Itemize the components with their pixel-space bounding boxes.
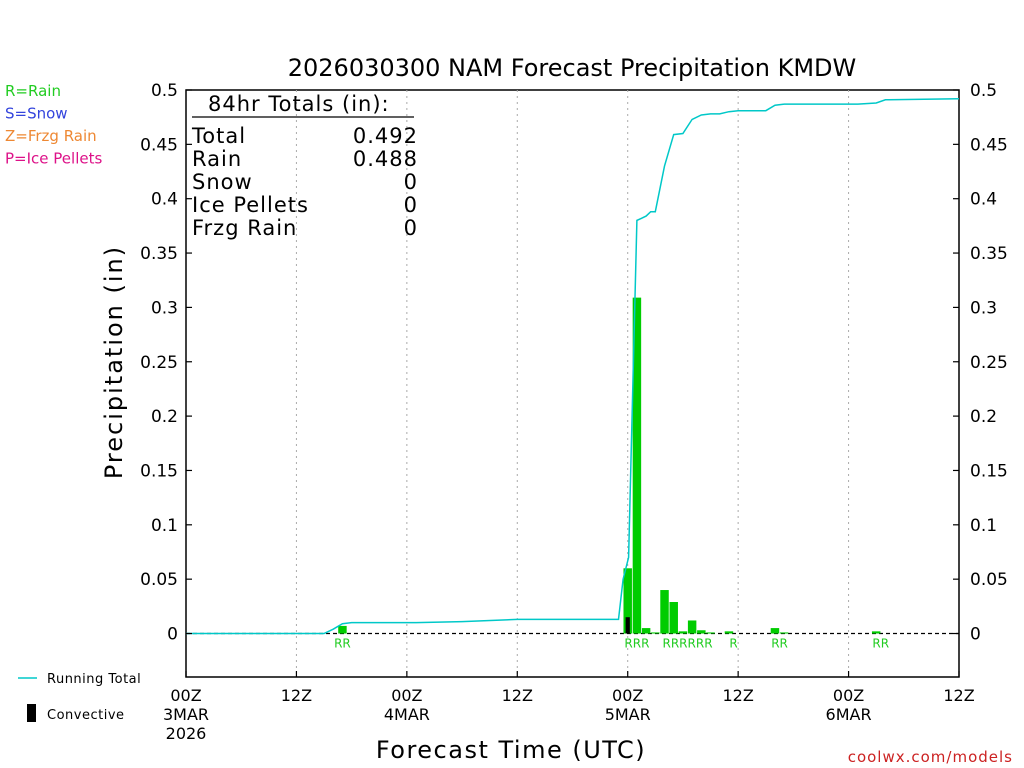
totals-row-value-1: 0.488 bbox=[353, 147, 418, 171]
plot-frame bbox=[185, 89, 960, 678]
ptype-labels: RR RRR RRRRRR R RR RR bbox=[334, 637, 889, 651]
ytick-right-label-3: 0.15 bbox=[970, 461, 1008, 481]
precip-bar-1 bbox=[623, 568, 632, 634]
ptype-label-5: RR bbox=[872, 637, 889, 651]
totals-row-value-4: 0 bbox=[404, 216, 418, 240]
ytick-left-label-2: 0.1 bbox=[151, 516, 178, 536]
precip-bars bbox=[338, 297, 881, 634]
ytick-right-label-10: 0.5 bbox=[970, 81, 997, 101]
totals-row-label-4: Frzg Rain bbox=[192, 216, 297, 240]
legend-label-1: Convective bbox=[47, 708, 125, 723]
precip-bar-7 bbox=[678, 631, 688, 634]
xtick-label-2: 00Z bbox=[391, 686, 422, 705]
running-total-line bbox=[186, 97, 960, 635]
ptype-label-1: RRR bbox=[624, 637, 649, 651]
ptype-legend-item-1: S=Snow bbox=[5, 105, 68, 123]
ytick-right-label-5: 0.25 bbox=[970, 353, 1008, 373]
precip-bar-13 bbox=[779, 632, 789, 634]
totals-row-value-2: 0 bbox=[404, 170, 418, 194]
xtick-label-7: 12Z bbox=[943, 686, 974, 705]
xtick-label-4: 00Z bbox=[612, 686, 643, 705]
totals-row-value-3: 0 bbox=[404, 193, 418, 217]
totals-box: 84hr Totals (in): Total 0.492 Rain 0.488 Sno… bbox=[191, 92, 418, 240]
ytick-left-label-0: 0 bbox=[167, 625, 178, 645]
xtick-label-3: 12Z bbox=[502, 686, 533, 705]
totals-row-label-2: Snow bbox=[192, 170, 253, 194]
ytick-left-label-8: 0.4 bbox=[151, 190, 178, 210]
precip-bar-5 bbox=[660, 590, 669, 634]
ptype-label-3: R bbox=[729, 637, 737, 651]
running-total-series bbox=[186, 97, 960, 635]
precip-bar-3 bbox=[641, 628, 651, 634]
legend-label-0: Running Total bbox=[47, 672, 141, 687]
grid-lines bbox=[295, 90, 850, 677]
convective-bars bbox=[625, 617, 630, 634]
legend-swatch-1 bbox=[27, 704, 36, 722]
ytick-left-label-4: 0.2 bbox=[151, 407, 178, 427]
series-legend: Running Total Convective bbox=[18, 672, 141, 723]
ytick-right-label-1: 0.05 bbox=[970, 570, 1008, 590]
precip-bar-2 bbox=[632, 297, 642, 634]
y-axis-left: 0 0.05 0.1 0.15 0.2 0.25 0.3 0.35 0.4 0.45 0.5 bbox=[140, 81, 192, 645]
totals-row-label-1: Rain bbox=[192, 147, 242, 171]
ptype-legend: R=Rain S=Snow Z=Frzg Rain P=Ice Pellets bbox=[5, 82, 102, 168]
totals-row-label-3: Ice Pellets bbox=[192, 193, 309, 217]
ytick-left-label-1: 0.05 bbox=[140, 570, 178, 590]
ytick-left-label-3: 0.15 bbox=[140, 461, 178, 481]
ytick-left-label-7: 0.35 bbox=[140, 244, 178, 264]
xtick-date-2: 4MAR bbox=[384, 705, 430, 724]
ptype-label-0: RR bbox=[334, 637, 351, 651]
ptype-legend-item-2: Z=Frzg Rain bbox=[5, 127, 97, 145]
y-axis-label: Precipitation (in) bbox=[100, 245, 128, 479]
convective-bar-0 bbox=[625, 617, 630, 634]
ptype-label-4: RR bbox=[771, 637, 788, 651]
precip-bar-11 bbox=[724, 631, 734, 634]
precip-bar-14 bbox=[871, 631, 881, 634]
ytick-right-label-9: 0.45 bbox=[970, 135, 1008, 155]
xtick-label-5: 12Z bbox=[722, 686, 753, 705]
totals-row-value-0: 0.492 bbox=[353, 124, 418, 148]
xtick-date-0: 3MAR bbox=[163, 705, 209, 724]
xtick-label-6: 00Z bbox=[833, 686, 864, 705]
ytick-right-label-2: 0.1 bbox=[970, 516, 997, 536]
ytick-right-label-0: 0 bbox=[970, 625, 981, 645]
totals-rows: Total 0.492 Rain 0.488 Snow 0 Ice Pellets 0 Frzg… bbox=[191, 124, 418, 240]
totals-heading: 84hr Totals (in): bbox=[208, 92, 390, 116]
chart-title: 2026030300 NAM Forecast Precipitation KM… bbox=[288, 54, 857, 82]
ytick-right-label-8: 0.4 bbox=[970, 190, 997, 210]
y-axis-right: 0 0.05 0.1 0.15 0.2 0.25 0.3 0.35 0.4 0.45 0.5 bbox=[953, 81, 1008, 645]
ytick-right-label-4: 0.2 bbox=[970, 407, 997, 427]
precip-bar-9 bbox=[697, 630, 706, 634]
xtick-year-0: 2026 bbox=[166, 724, 207, 743]
ytick-left-label-10: 0.5 bbox=[151, 81, 178, 101]
ytick-left-label-5: 0.25 bbox=[140, 353, 178, 373]
ptype-label-2: RRRRRR bbox=[663, 637, 713, 651]
xtick-date-6: 6MAR bbox=[826, 705, 872, 724]
precip-bar-12 bbox=[770, 628, 780, 634]
ptype-legend-item-3: P=Ice Pellets bbox=[5, 150, 102, 168]
precip-bar-6 bbox=[669, 601, 678, 634]
xtick-date-4: 5MAR bbox=[605, 705, 651, 724]
x-axis-label: Forecast Time (UTC) bbox=[376, 736, 646, 764]
precip-bar-8 bbox=[687, 620, 697, 634]
totals-row-label-0: Total bbox=[191, 124, 246, 148]
ptype-legend-item-0: R=Rain bbox=[5, 82, 61, 100]
xtick-label-0: 00Z bbox=[170, 686, 201, 705]
precip-bar-0 bbox=[338, 625, 347, 634]
ytick-left-label-9: 0.45 bbox=[140, 135, 178, 155]
ytick-right-label-6: 0.3 bbox=[970, 298, 997, 318]
credit-text: coolwx.com/models bbox=[848, 748, 1013, 766]
precip-bar-10 bbox=[706, 632, 715, 634]
ytick-left-label-6: 0.3 bbox=[151, 298, 178, 318]
xtick-label-1: 12Z bbox=[281, 686, 312, 705]
precip-bar-4 bbox=[651, 632, 660, 634]
ytick-right-label-7: 0.35 bbox=[970, 244, 1008, 264]
